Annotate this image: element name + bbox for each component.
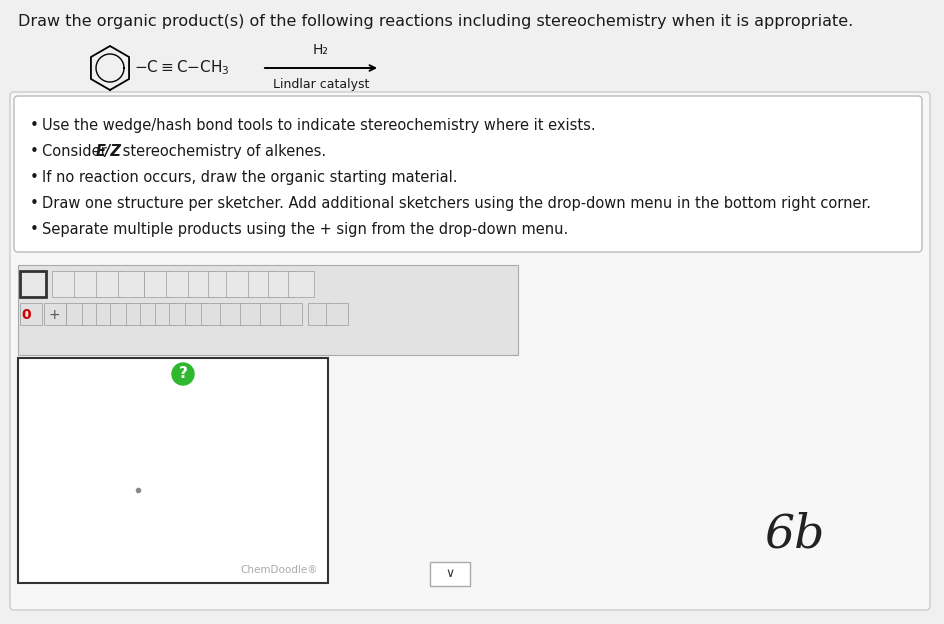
- Text: $-$C$\equiv$C$-$CH$_3$: $-$C$\equiv$C$-$CH$_3$: [134, 59, 229, 77]
- FancyBboxPatch shape: [14, 96, 921, 252]
- Bar: [126, 303, 148, 325]
- Text: Draw one structure per sketcher. Add additional sketchers using the drop-down me: Draw one structure per sketcher. Add add…: [42, 196, 870, 211]
- Text: +: +: [48, 308, 59, 322]
- Bar: [82, 303, 104, 325]
- Text: Consider: Consider: [42, 144, 111, 159]
- Bar: [188, 271, 213, 297]
- Text: Lindlar catalyst: Lindlar catalyst: [273, 78, 369, 91]
- Bar: [226, 271, 252, 297]
- Text: •: •: [30, 222, 39, 237]
- Bar: [18, 265, 517, 355]
- Bar: [44, 303, 66, 325]
- Bar: [66, 303, 88, 325]
- Bar: [260, 303, 281, 325]
- Bar: [96, 303, 118, 325]
- Text: H₂: H₂: [312, 43, 329, 57]
- Bar: [279, 303, 302, 325]
- Bar: [268, 271, 294, 297]
- Bar: [74, 271, 100, 297]
- Text: ChemDoodle®: ChemDoodle®: [240, 565, 318, 575]
- Text: •: •: [30, 170, 39, 185]
- Bar: [240, 303, 261, 325]
- Text: E/Z: E/Z: [95, 144, 122, 159]
- Text: 6b: 6b: [764, 512, 824, 558]
- Bar: [18, 358, 328, 583]
- Text: Draw the organic product(s) of the following reactions including stereochemistry: Draw the organic product(s) of the follo…: [18, 14, 852, 29]
- Text: If no reaction occurs, draw the organic starting material.: If no reaction occurs, draw the organic …: [42, 170, 457, 185]
- Bar: [96, 271, 122, 297]
- Text: ∨: ∨: [445, 567, 454, 580]
- Text: •: •: [30, 118, 39, 133]
- Bar: [118, 271, 143, 297]
- Bar: [430, 562, 469, 586]
- Bar: [308, 303, 329, 325]
- Text: Use the wedge/hash bond tools to indicate stereochemistry where it exists.: Use the wedge/hash bond tools to indicat…: [42, 118, 595, 133]
- Text: ?: ?: [178, 366, 187, 381]
- Bar: [52, 271, 78, 297]
- Bar: [166, 271, 192, 297]
- Bar: [185, 303, 207, 325]
- FancyBboxPatch shape: [10, 92, 929, 610]
- Bar: [110, 303, 132, 325]
- Text: stereochemistry of alkenes.: stereochemistry of alkenes.: [118, 144, 326, 159]
- Text: 0: 0: [21, 308, 31, 322]
- Bar: [208, 271, 234, 297]
- Bar: [143, 271, 170, 297]
- Bar: [155, 303, 177, 325]
- Text: Separate multiple products using the + sign from the drop-down menu.: Separate multiple products using the + s…: [42, 222, 567, 237]
- Bar: [20, 271, 46, 297]
- Bar: [288, 271, 313, 297]
- Bar: [326, 303, 347, 325]
- Circle shape: [172, 363, 194, 385]
- Bar: [20, 303, 42, 325]
- Text: •: •: [30, 144, 39, 159]
- Bar: [140, 303, 161, 325]
- Bar: [169, 303, 191, 325]
- Text: •: •: [30, 196, 39, 211]
- Bar: [201, 303, 223, 325]
- Bar: [220, 303, 242, 325]
- Bar: [247, 271, 274, 297]
